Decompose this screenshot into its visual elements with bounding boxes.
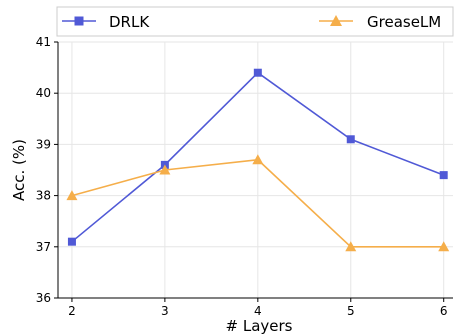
x-tick-label-4: 4: [254, 304, 262, 318]
legend-label-greaselm: GreaseLM: [367, 13, 441, 31]
x-tick-label-6: 6: [440, 304, 448, 318]
point-drlk-4: [253, 68, 262, 77]
x-tick-label-3: 3: [161, 304, 169, 318]
point-drlk-6: [439, 171, 448, 180]
legend-box: [56, 6, 454, 37]
point-greaselm-3: [159, 164, 171, 175]
y-tick-label-41: 41: [36, 35, 51, 49]
point-drlk-5: [346, 135, 355, 144]
point-greaselm-6: [438, 241, 450, 252]
point-greaselm-5: [345, 241, 357, 252]
legend-label-drlk: DRLK: [109, 13, 150, 31]
y-axis-title: Acc. (%): [10, 139, 28, 201]
grid: [58, 41, 453, 299]
x-tick-label-5: 5: [347, 304, 355, 318]
axes: [54, 41, 453, 302]
x-tick-label-2: 2: [68, 304, 76, 318]
point-greaselm-4: [252, 154, 264, 165]
point-drlk-2: [67, 237, 76, 246]
legend-marker-greaselm: [330, 15, 342, 26]
legend-marker-drlk: [74, 16, 84, 26]
y-tick-label-37: 37: [36, 240, 51, 254]
legend: DRLK GreaseLM: [56, 6, 454, 37]
y-tick-label-36: 36: [36, 291, 51, 305]
y-tick-label-40: 40: [36, 86, 51, 100]
tick-labels: 36 37 38 39 40 41 2 3 4 5 6: [36, 35, 448, 318]
series-layer: [66, 68, 450, 252]
y-tick-label-38: 38: [36, 189, 51, 203]
x-axis-title: # Layers: [226, 317, 293, 335]
y-tick-label-39: 39: [36, 137, 51, 151]
point-greaselm-2: [66, 190, 78, 201]
